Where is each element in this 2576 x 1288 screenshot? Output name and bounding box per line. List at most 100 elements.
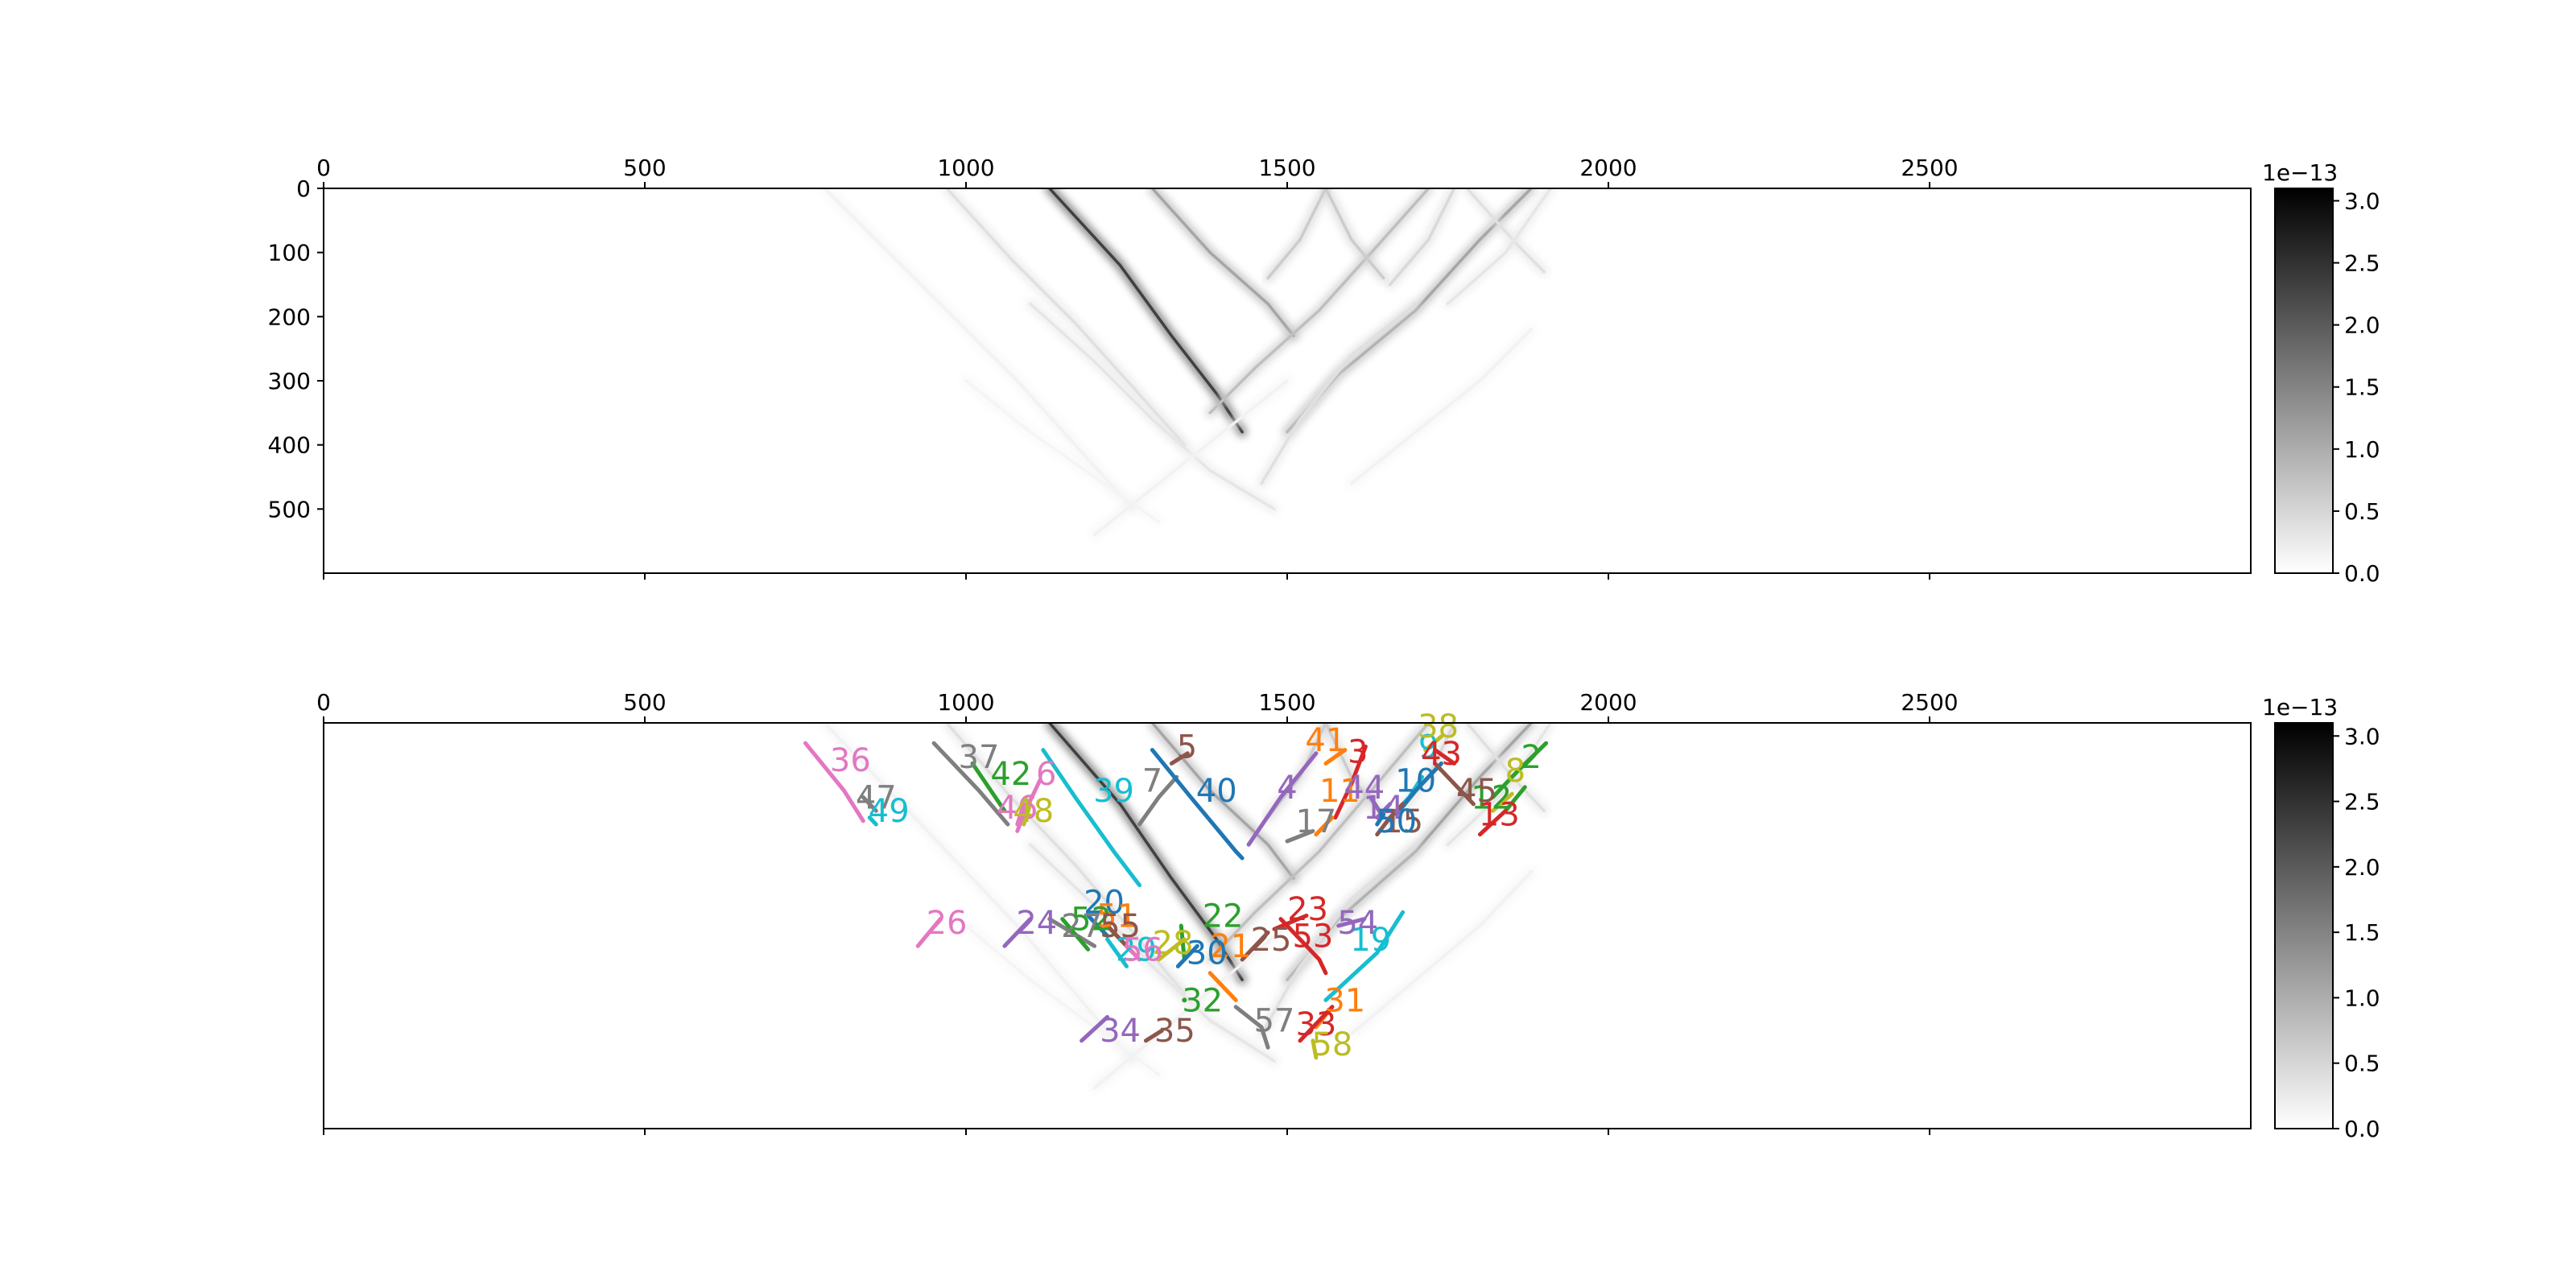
curve-19 xyxy=(1323,910,1406,1002)
curve-34 xyxy=(1080,1014,1110,1043)
curve-52 xyxy=(1060,917,1091,952)
colorbar-tick-label: 2.0 xyxy=(2344,312,2380,339)
y-tick-label: 400 xyxy=(268,432,311,459)
heatmap-feature xyxy=(1092,924,1289,1090)
colorbar-tick-label: 3.0 xyxy=(2344,723,2380,749)
curve-54 xyxy=(1336,917,1367,928)
curve-2 xyxy=(1490,741,1549,799)
heatmap-feature xyxy=(964,379,1161,524)
curve-label-44: 44 xyxy=(1344,770,1385,807)
heatmap-feature xyxy=(1465,723,1546,812)
curve-32 xyxy=(1182,997,1187,1003)
colorbar-tick-label: 1.0 xyxy=(2344,985,2380,1011)
colorbar-tick-label: 0.0 xyxy=(2344,560,2380,587)
x-tick-label: 2000 xyxy=(1579,689,1637,716)
curve-42 xyxy=(970,761,1007,813)
y-tick-label: 100 xyxy=(268,240,311,266)
curve-26 xyxy=(915,917,943,948)
curve-label-52: 52 xyxy=(1071,902,1112,939)
heatmap-feature xyxy=(1465,188,1546,274)
x-tick-label: 1500 xyxy=(1258,155,1315,181)
heatmap-feature xyxy=(1260,302,1418,485)
x-tick-label: 2500 xyxy=(1901,155,1958,181)
curve-35 xyxy=(1143,1028,1164,1043)
curve-label-7: 7 xyxy=(1142,762,1162,799)
curve-label-26: 26 xyxy=(927,905,968,942)
curve-12 xyxy=(1503,785,1527,813)
curve-50 xyxy=(1375,811,1386,827)
x-tick-label: 2000 xyxy=(1579,155,1637,181)
heatmap-feature xyxy=(1350,328,1533,485)
colorbar: 0.0 0.5 1.0 1.5 2.0 2.5 3.01e−13 xyxy=(2262,159,2380,587)
y-tick-label: 500 xyxy=(268,496,311,522)
colorbar-tick-label: 1.0 xyxy=(2344,436,2380,463)
heatmap-feature xyxy=(1446,723,1552,846)
y-tick-label: 0 xyxy=(296,175,311,202)
curve-label-40: 40 xyxy=(1196,773,1237,810)
top-heatmap-panel: 0 500 1000 1500 2000 250001002003004005000.00… xyxy=(268,155,2380,587)
heatmap-feature xyxy=(1092,379,1289,536)
curve-41 xyxy=(1323,748,1348,766)
curve-15 xyxy=(1375,802,1406,837)
curve-label-56: 56 xyxy=(1122,931,1163,968)
curve-label-36: 36 xyxy=(830,742,871,779)
curve-label-4: 4 xyxy=(1277,770,1297,807)
curve-label-25: 25 xyxy=(1251,922,1292,959)
x-tick-label: 1000 xyxy=(937,155,994,181)
curve-28 xyxy=(1156,937,1187,962)
x-tick-label: 500 xyxy=(623,155,666,181)
heatmap-feature xyxy=(1266,723,1327,819)
curve-label-35: 35 xyxy=(1154,1013,1195,1050)
curve-label-9: 9 xyxy=(1418,729,1439,766)
curve-label-47: 47 xyxy=(856,779,897,816)
heatmap-feature xyxy=(964,924,1161,1076)
curve-45 xyxy=(1433,761,1476,807)
curve-label-5: 5 xyxy=(1177,729,1197,766)
heatmap-feature xyxy=(1388,188,1456,287)
colorbar-tick-label: 2.5 xyxy=(2344,250,2380,277)
y-tick-label: 300 xyxy=(268,368,311,394)
colorbar-offset-text: 1e−13 xyxy=(2262,159,2338,186)
curve-40 xyxy=(1150,748,1245,861)
curve-label-20: 20 xyxy=(1084,885,1125,922)
curve-46 xyxy=(1015,802,1026,827)
curve-label-50: 50 xyxy=(1376,803,1417,840)
curve-label-28: 28 xyxy=(1153,925,1194,962)
curve-25 xyxy=(1240,930,1270,962)
heatmap-feature xyxy=(1324,188,1385,280)
curve-label-48: 48 xyxy=(1013,793,1054,830)
curve-label-53: 53 xyxy=(1292,919,1333,956)
curve-label-14: 14 xyxy=(1363,790,1404,827)
curve-label-46: 46 xyxy=(997,790,1038,827)
curve-20 xyxy=(1086,913,1110,939)
heatmap-feature xyxy=(1029,843,1276,1063)
curve-39 xyxy=(1041,748,1141,888)
curve-24 xyxy=(1002,917,1033,948)
curve-label-27: 27 xyxy=(1061,908,1102,945)
colorbar-tick-label: 0.0 xyxy=(2344,1116,2380,1142)
colorbar-gradient xyxy=(2274,188,2334,574)
heatmap-feature xyxy=(1266,188,1327,280)
curve-label-33: 33 xyxy=(1295,1006,1336,1043)
x-tick-label: 0 xyxy=(316,689,331,716)
picked-curves xyxy=(803,734,1549,1060)
curve-38 xyxy=(1423,734,1443,753)
colorbar-tick-label: 2.5 xyxy=(2344,789,2380,815)
x-tick-label: 500 xyxy=(623,689,666,716)
curve-label-32: 32 xyxy=(1182,982,1223,1019)
curve-21 xyxy=(1208,971,1238,1002)
curve-label-12: 12 xyxy=(1471,779,1512,816)
curve-43 xyxy=(1433,748,1456,766)
curve-label-34: 34 xyxy=(1100,1013,1141,1050)
colorbar-tick-label: 3.0 xyxy=(2344,188,2380,214)
curve-label-3: 3 xyxy=(1348,733,1368,770)
heatmap-feature xyxy=(1350,870,1533,1036)
curve-36 xyxy=(803,741,865,824)
curve-label-21: 21 xyxy=(1210,928,1251,965)
curve-label-17: 17 xyxy=(1295,803,1336,840)
curve-label-15: 15 xyxy=(1382,803,1423,840)
heatmap-feature xyxy=(1208,188,1430,415)
curve-47 xyxy=(861,795,878,813)
